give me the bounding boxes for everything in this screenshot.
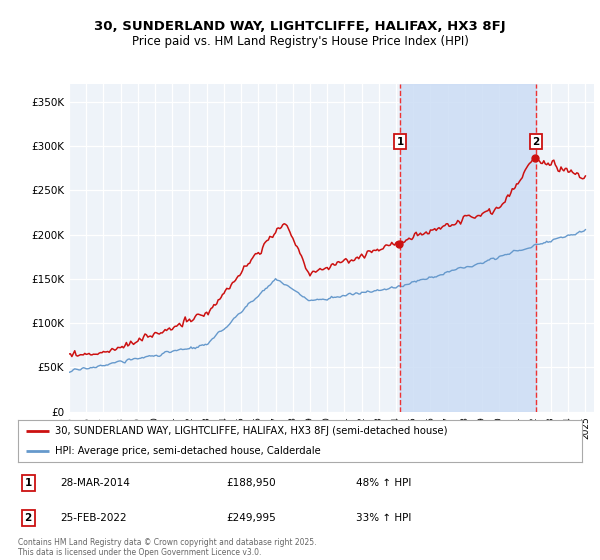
Text: Contains HM Land Registry data © Crown copyright and database right 2025.
This d: Contains HM Land Registry data © Crown c… (18, 538, 317, 557)
Bar (400, 84, 536, 412)
Text: 1: 1 (397, 137, 404, 147)
Text: 28-MAR-2014: 28-MAR-2014 (60, 478, 130, 488)
Text: 48% ↑ HPI: 48% ↑ HPI (356, 478, 412, 488)
Text: 1: 1 (25, 478, 32, 488)
Text: HPI: Average price, semi-detached house, Calderdale: HPI: Average price, semi-detached house,… (55, 446, 320, 456)
Text: 30, SUNDERLAND WAY, LIGHTCLIFFE, HALIFAX, HX3 8FJ: 30, SUNDERLAND WAY, LIGHTCLIFFE, HALIFAX… (94, 20, 506, 32)
Text: 2: 2 (532, 137, 539, 147)
Text: 30, SUNDERLAND WAY, LIGHTCLIFFE, HALIFAX, HX3 8FJ (semi-detached house): 30, SUNDERLAND WAY, LIGHTCLIFFE, HALIFAX… (55, 426, 447, 436)
Text: £249,995: £249,995 (227, 513, 277, 523)
Text: £188,950: £188,950 (227, 478, 277, 488)
Text: 2: 2 (25, 513, 32, 523)
Text: Price paid vs. HM Land Registry's House Price Index (HPI): Price paid vs. HM Land Registry's House … (131, 35, 469, 48)
Text: 33% ↑ HPI: 33% ↑ HPI (356, 513, 412, 523)
Text: 25-FEB-2022: 25-FEB-2022 (60, 513, 127, 523)
